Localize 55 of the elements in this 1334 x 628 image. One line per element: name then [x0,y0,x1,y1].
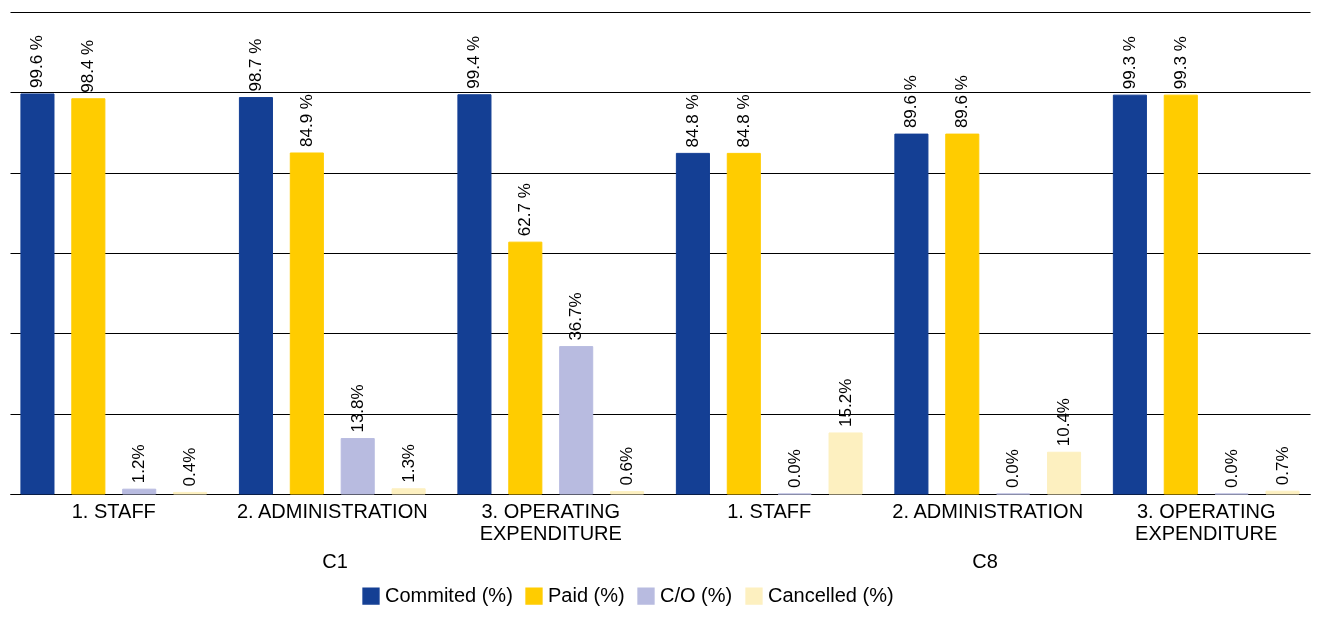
text: C8 [972,550,998,572]
data-label: 0.0% [784,449,804,488]
bar [828,432,863,495]
x-tick-label: 2. ADMINISTRATION [892,500,1084,522]
bar [1163,94,1198,495]
bar [122,488,157,495]
bar [391,488,426,495]
data-label: 62.7 % [515,183,535,237]
data-label: 98.4 % [78,39,98,93]
x-tick-label: 2. ADMINISTRATION [236,500,428,522]
bar [1265,490,1300,495]
bar [457,94,492,495]
x-tick-label: 3. OPERATING EXPENDITURE [479,500,622,544]
data-label: 84.9 % [296,94,316,147]
legend-label: Commited (%) [385,584,513,607]
bar [675,152,710,495]
bar [508,241,543,495]
data-label: 0.0% [1221,449,1241,488]
data-label: 99.3 % [1119,36,1139,90]
data-label: 10.4% [1054,398,1074,447]
bar [726,152,761,495]
data-label: 0.7% [1272,446,1292,486]
bar [559,346,594,495]
bar [238,97,273,495]
legend-label: C/O (%) [660,584,733,607]
data-label: 84.8 % [682,94,702,148]
bar [71,98,106,495]
data-label: 0.6% [617,446,637,486]
bar [289,152,324,495]
bar [1047,451,1082,495]
bar [945,133,980,495]
data-label: 89.6 % [952,75,972,129]
data-label: 98.7 % [245,38,265,92]
data-label: 1.2% [129,444,149,484]
data-label: 99.4 % [464,35,484,89]
text: C1 [322,550,348,572]
bar [340,438,375,495]
data-label: 13.8% [347,384,367,433]
data-label: 99.3 % [1170,36,1190,90]
x-tick-label: 1. STAFF [727,500,812,522]
bar [610,491,645,495]
x-tick-label: 3. OPERATING EXPENDITURE [1135,500,1278,544]
x-tick-label: 1. STAFF [71,500,156,522]
data-label: 84.8 % [733,94,753,148]
legend-label: Paid (%) [548,584,625,607]
bar [20,93,55,495]
data-label: 15.2% [835,378,855,427]
data-label: 0.4% [180,447,200,487]
legend-label: Cancelled (%) [768,584,894,607]
data-label: 0.0% [1003,449,1023,488]
bar [894,133,929,495]
data-label: 99.6 % [27,35,47,88]
data-label: 1.3% [398,444,418,483]
bar [1112,94,1147,495]
data-label: 89.6 % [901,75,921,129]
